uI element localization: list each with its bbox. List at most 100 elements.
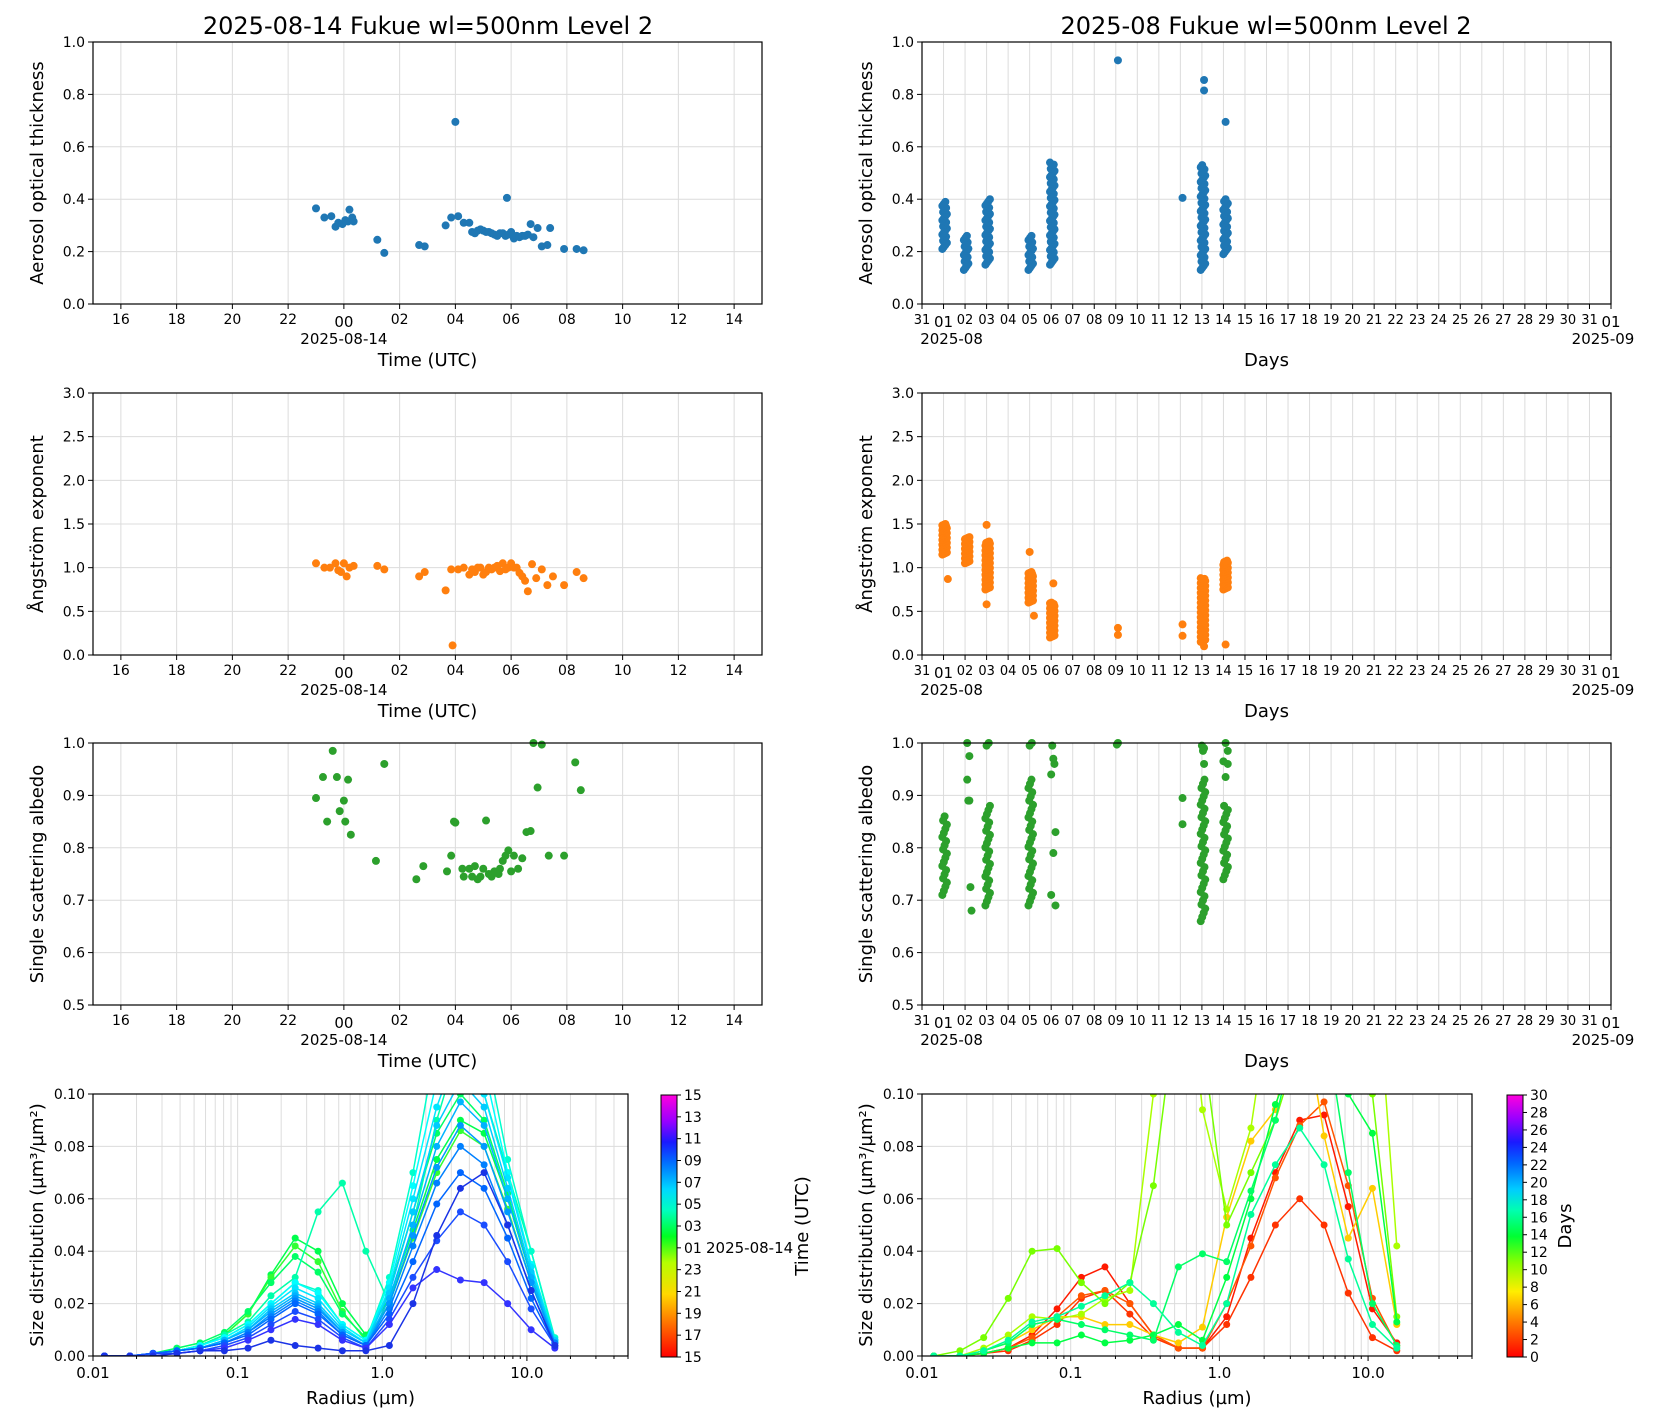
x-tick-label: 21 — [1366, 1014, 1383, 1029]
data-point — [579, 574, 588, 583]
series-point — [267, 1315, 275, 1323]
x-tick-label: 16 — [112, 312, 130, 328]
series-point — [1247, 1169, 1255, 1177]
data-point — [458, 864, 467, 873]
series-point — [433, 1038, 440, 1045]
x-tick-label: 22 — [1387, 1014, 1404, 1029]
x-tick-label: 02 — [957, 1014, 974, 1029]
ssa-month-panel: 0.5 0.6 0.7 0.8 0.9 1.0 Single scattering albe… — [856, 736, 1634, 1072]
y-tick-label: 2.0 — [63, 473, 85, 489]
series-point — [433, 1179, 441, 1187]
data-point — [1029, 611, 1038, 620]
x-tick-label: 04 — [1000, 1014, 1017, 1029]
series-point — [267, 1326, 275, 1334]
data-point — [965, 752, 974, 761]
data-point — [1050, 759, 1059, 768]
y-tick-label: 0.10 — [883, 1087, 914, 1103]
data-point — [548, 572, 557, 581]
x-tick-label: 24 — [1430, 664, 1447, 679]
series-point — [1199, 1038, 1206, 1045]
series-group — [100, 1038, 559, 1356]
y-axis-label: Single scattering albedo — [27, 765, 48, 983]
x-tick-label: 05 — [1021, 313, 1038, 328]
series-point — [1126, 1300, 1134, 1308]
series-point — [457, 1038, 464, 1045]
series-point — [1077, 1279, 1085, 1287]
data-point — [572, 568, 581, 577]
x-tick-label: 01 — [1601, 1014, 1620, 1032]
x-tick-label: 27 — [1495, 313, 1512, 328]
series-point — [409, 1300, 417, 1308]
colorbar-tick-label: 11 — [684, 1132, 702, 1148]
x-tick-label: 07 — [1064, 313, 1081, 328]
x-axis-label: Time (UTC) — [377, 1051, 478, 1072]
data-point — [1048, 741, 1057, 750]
y-axis-label: Size distribution (µm³/µm²) — [856, 1103, 877, 1346]
data-point — [344, 775, 353, 784]
series-line — [104, 1171, 556, 1356]
series-point — [314, 1208, 322, 1216]
series-point — [480, 1094, 488, 1098]
colorbar-tick-label: 15 — [684, 1088, 702, 1104]
data-point — [1196, 574, 1205, 583]
x-tick-label: 20 — [1344, 1014, 1361, 1029]
series-point — [1368, 1184, 1376, 1192]
series-point — [456, 1094, 464, 1098]
y-tick-label: 0.2 — [892, 245, 914, 261]
series-point — [1126, 1279, 1134, 1287]
series-point — [1296, 1124, 1304, 1132]
series-point — [1101, 1339, 1109, 1347]
series-point — [1344, 1169, 1352, 1177]
series-point — [100, 1352, 108, 1356]
data-point — [518, 854, 527, 863]
x-tick-label: 23 — [1409, 664, 1426, 679]
y-tick-label: 2.5 — [63, 430, 85, 446]
series-point — [314, 1321, 322, 1329]
series-point — [1321, 986, 1328, 993]
data-point — [447, 213, 456, 222]
x-tick-label: 13 — [1194, 313, 1211, 328]
series-line — [104, 1124, 556, 1356]
x-tick-label: 14 — [725, 663, 743, 679]
data-point — [459, 563, 468, 572]
data-point — [1051, 901, 1060, 910]
angstrom-day-panel: 0.0 0.5 1.0 1.5 2.0 2.5 3.0 Ångström exponent 16… — [26, 386, 763, 722]
y-tick-label: 0.02 — [883, 1297, 914, 1313]
series-point — [1271, 1161, 1279, 1169]
y-tick-label: 1.5 — [63, 517, 85, 533]
x-tick-label: 13 — [1194, 1014, 1211, 1029]
x-tick-label: 28 — [1517, 1014, 1534, 1029]
y-tick-label: 2.5 — [892, 430, 914, 446]
series-point — [314, 1258, 322, 1266]
series-point — [1344, 1255, 1352, 1263]
x-tick-label: 10 — [1129, 313, 1146, 328]
y-tick-label: 0.04 — [883, 1244, 914, 1260]
series-point — [385, 1321, 393, 1329]
x-tick-label: 02 — [391, 312, 409, 328]
series-point — [1223, 1221, 1231, 1229]
colorbar-time-date: 2025-08-14 — [706, 1239, 793, 1257]
series-point — [1247, 1137, 1255, 1145]
series-point — [433, 1266, 441, 1274]
series-point — [1174, 1263, 1182, 1271]
series-point — [244, 1336, 252, 1344]
series-point — [1077, 1321, 1085, 1329]
series-point — [456, 1276, 464, 1284]
y-tick-label: 0.8 — [892, 841, 914, 857]
series-point — [930, 1352, 938, 1356]
series-point — [1004, 1344, 1012, 1352]
x-tick-label: 29 — [1538, 313, 1555, 328]
data-point — [1049, 579, 1058, 588]
x-tick-label: 14 — [1215, 1014, 1232, 1029]
y-tick-label: 0.6 — [63, 140, 85, 156]
colorbar-tick-label: 16 — [1530, 1210, 1548, 1226]
size-day-panel: 0.00 0.02 0.04 0.06 0.08 0.10 Size distributio… — [27, 1038, 629, 1409]
x-date-label: 2025-08 — [920, 681, 983, 699]
series-line — [933, 1094, 1398, 1356]
series-point — [1393, 1344, 1401, 1352]
data-point — [476, 563, 485, 572]
series-point — [527, 1305, 535, 1313]
x-tick-label: 08 — [558, 312, 576, 328]
data-point — [967, 906, 976, 915]
series-point — [1004, 1336, 1012, 1344]
